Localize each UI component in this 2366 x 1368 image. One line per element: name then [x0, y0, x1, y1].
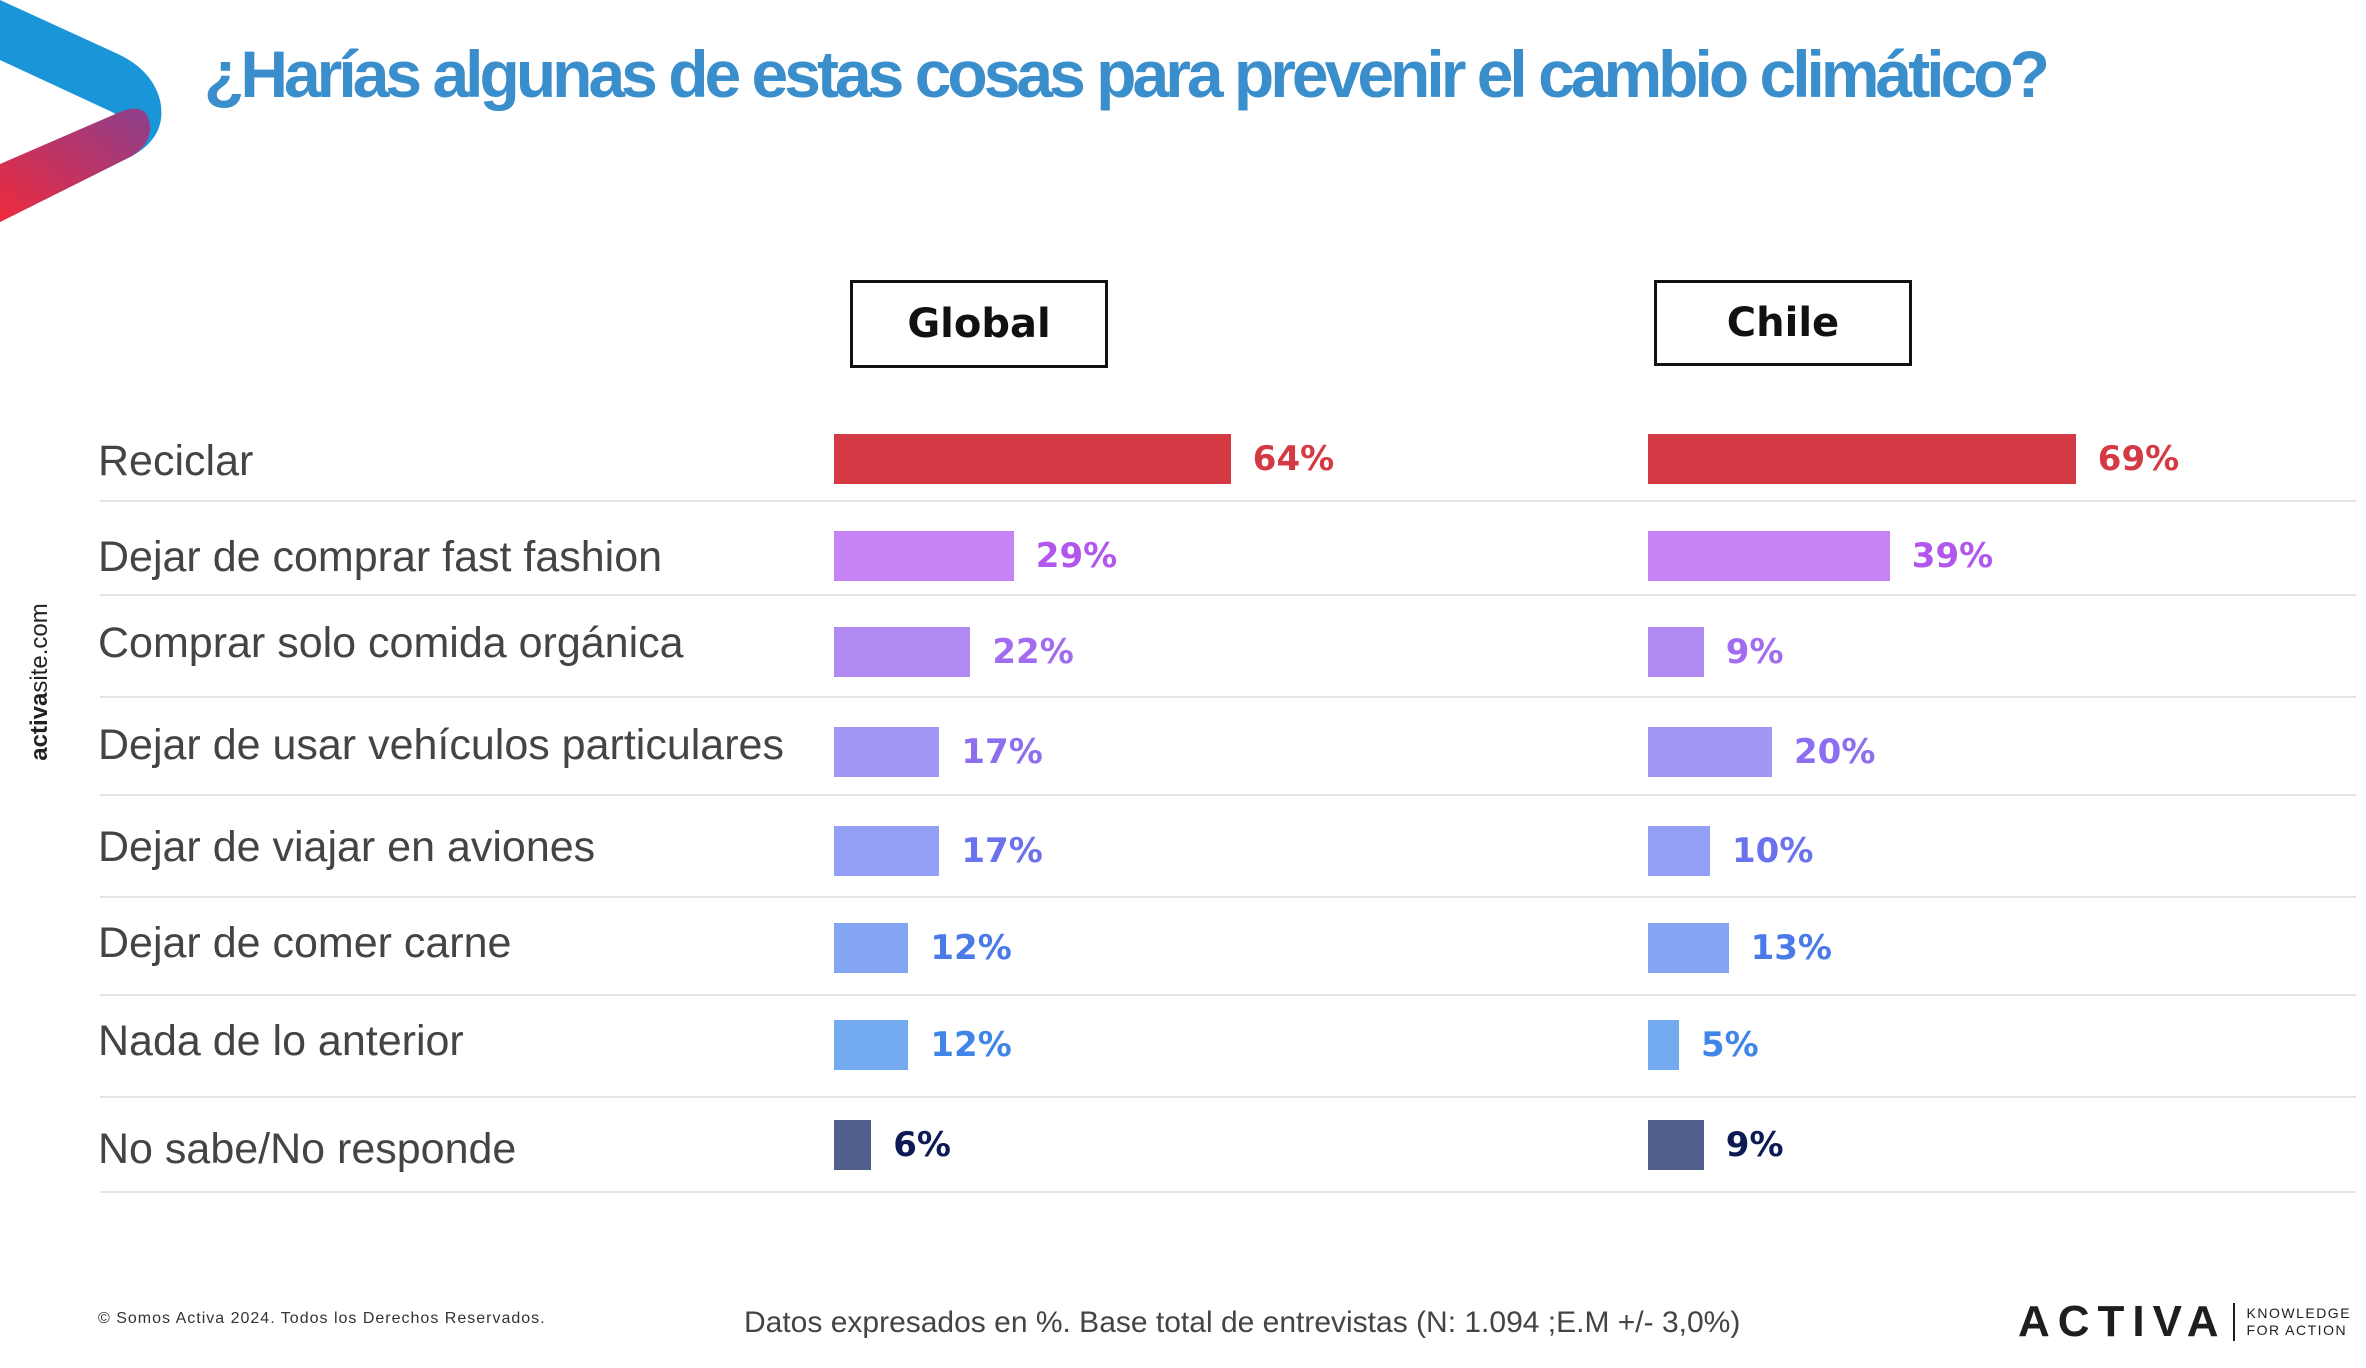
- value-label-chile: 9%: [1725, 1125, 1784, 1165]
- site-url: activasite.com: [26, 592, 54, 772]
- bar-chile: [1648, 826, 1710, 876]
- series-header-chile: Chile: [1654, 280, 1912, 366]
- data-footnote: Datos expresados en %. Base total de ent…: [744, 1306, 1741, 1339]
- row-divider: [100, 994, 2356, 996]
- brand-tagline-line-1: KNOWLEDGE: [2246, 1305, 2352, 1321]
- category-label: Dejar de comer carne: [98, 919, 512, 967]
- row-divider: [100, 696, 2356, 698]
- bar-chile: [1648, 923, 1729, 973]
- category-label: Nada de lo anterior: [98, 1017, 464, 1065]
- value-label-global: 17%: [961, 831, 1043, 871]
- bar-global: [834, 434, 1231, 484]
- bar-chile: [1648, 627, 1704, 677]
- row-divider: [100, 1191, 2356, 1193]
- category-label: Dejar de comprar fast fashion: [98, 533, 663, 581]
- category-label: Reciclar: [98, 437, 254, 485]
- value-label-chile: 10%: [1732, 831, 1814, 871]
- bar-global: [834, 627, 971, 677]
- brand-divider: [2232, 1303, 2235, 1341]
- value-label-global: 64%: [1252, 439, 1335, 479]
- value-label-global: 12%: [930, 928, 1012, 968]
- site-url-bold: activa: [26, 692, 53, 761]
- value-label-global: 29%: [1035, 536, 1118, 576]
- bar-global: [834, 531, 1014, 581]
- category-label: Comprar solo comida orgánica: [98, 619, 684, 667]
- value-label-chile: 20%: [1794, 732, 1876, 772]
- bar-global: [834, 727, 940, 777]
- row-divider: [100, 794, 2356, 796]
- value-label-global: 12%: [930, 1025, 1012, 1065]
- brand-tagline-line-2: FOR ACTION: [2246, 1322, 2348, 1338]
- value-label-chile: 13%: [1750, 928, 1832, 968]
- bar-chile: [1648, 1120, 1704, 1170]
- series-header-global: Global: [850, 280, 1108, 368]
- page-title: ¿Harías algunas de estas cosas para prev…: [204, 37, 2050, 111]
- brand-tagline: KNOWLEDGE FOR ACTION: [2247, 1305, 2352, 1339]
- row-divider: [100, 500, 2356, 502]
- value-label-chile: 9%: [1725, 632, 1784, 672]
- value-label-chile: 69%: [2097, 439, 2180, 479]
- bar-global: [834, 1020, 909, 1070]
- bar-chile: [1648, 1020, 1679, 1070]
- category-label: Dejar de viajar en aviones: [98, 823, 596, 871]
- value-label-global: 22%: [992, 632, 1074, 672]
- activa-logo: ACTIVA KNOWLEDGE FOR ACTION: [2018, 1292, 2351, 1352]
- category-label: No sabe/No responde: [98, 1125, 517, 1173]
- bar-chile: [1648, 727, 1772, 777]
- bar-global: [834, 826, 940, 876]
- value-label-global: 6%: [893, 1125, 951, 1165]
- activa-logo-mark: [0, 0, 162, 222]
- copyright: © Somos Activa 2024. Todos los Derechos …: [98, 1310, 546, 1327]
- value-label-chile: 5%: [1701, 1025, 1759, 1065]
- category-label: Dejar de usar vehículos particulares: [98, 721, 784, 769]
- brand-name: ACTIVA: [2018, 1297, 2227, 1346]
- bar-chile: [1648, 434, 2076, 484]
- value-label-chile: 39%: [1911, 536, 1994, 576]
- bar-global: [834, 923, 909, 973]
- row-divider: [100, 1096, 2356, 1098]
- value-label-global: 17%: [961, 732, 1043, 772]
- bar-chile: [1648, 531, 1890, 581]
- row-divider: [100, 896, 2356, 898]
- site-url-rest: site.com: [26, 603, 53, 693]
- bar-global: [834, 1120, 872, 1170]
- row-divider: [100, 594, 2356, 596]
